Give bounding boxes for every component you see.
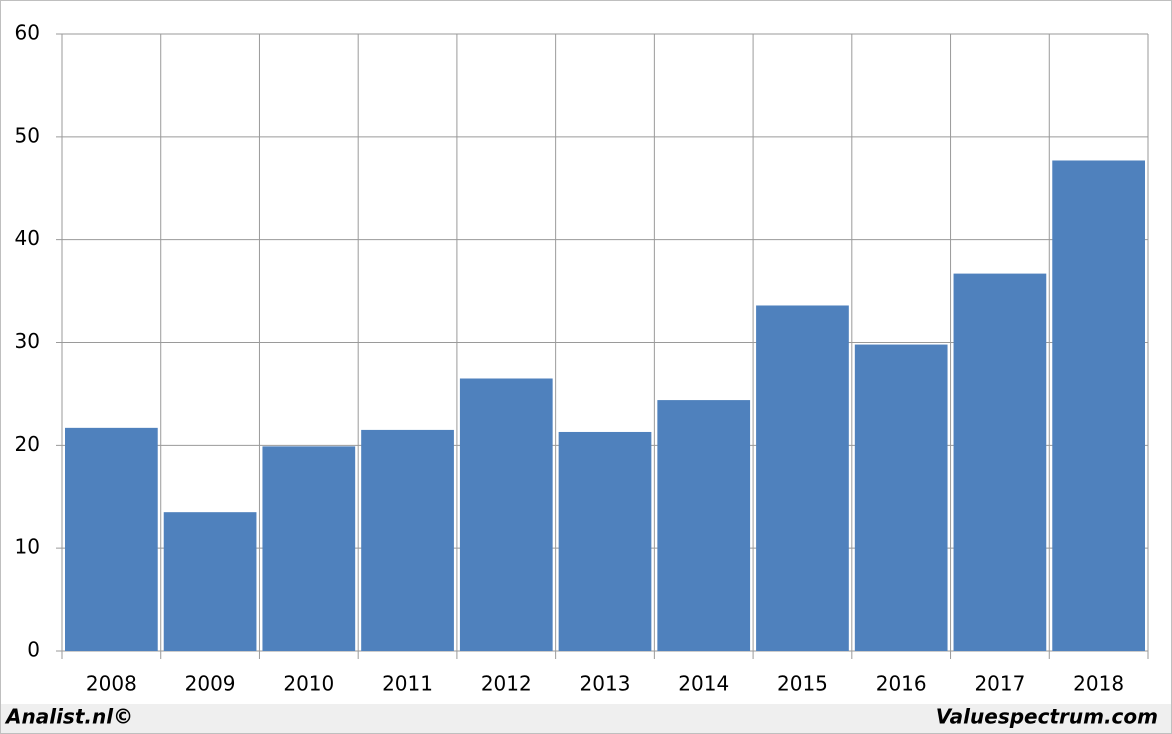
bar <box>657 400 751 651</box>
x-tick-label: 2018 <box>1073 672 1124 696</box>
x-tick-label: 2009 <box>185 672 236 696</box>
plot-area: 0 10 20 30 40 50 60 2008 2009 2010 2011 2012 2013 201… <box>15 21 1149 696</box>
y-tick-label: 20 <box>15 432 40 456</box>
footer-band <box>1 704 1171 733</box>
y-tick-label: 10 <box>15 535 40 559</box>
bar <box>361 429 454 651</box>
y-tick-label: 50 <box>15 123 40 147</box>
x-tick-label: 2010 <box>283 672 334 696</box>
x-tick-label: 2013 <box>580 672 631 696</box>
bar <box>459 378 553 651</box>
x-tick-label: 2015 <box>777 672 828 696</box>
bar <box>953 273 1047 651</box>
x-tick-label: 2016 <box>876 672 927 696</box>
x-tick-label: 2011 <box>382 672 433 696</box>
bar <box>854 344 948 651</box>
bar <box>262 446 356 651</box>
bar <box>65 427 158 651</box>
bar <box>163 512 257 651</box>
y-tick-label: 30 <box>15 329 40 353</box>
x-tick-label: 2008 <box>86 672 137 696</box>
x-tick-label: 2014 <box>678 672 729 696</box>
y-tick-label: 0 <box>27 638 40 662</box>
y-tick-label: 40 <box>15 226 40 250</box>
source-left: Analist.nl© <box>4 705 133 729</box>
x-tick-label: 2017 <box>974 672 1025 696</box>
source-right: Valuespectrum.com <box>936 705 1158 729</box>
y-tick-label: 60 <box>15 21 40 45</box>
bar <box>558 431 652 651</box>
bar <box>756 305 849 651</box>
bar <box>1052 160 1145 652</box>
x-tick-label: 2012 <box>481 672 532 696</box>
